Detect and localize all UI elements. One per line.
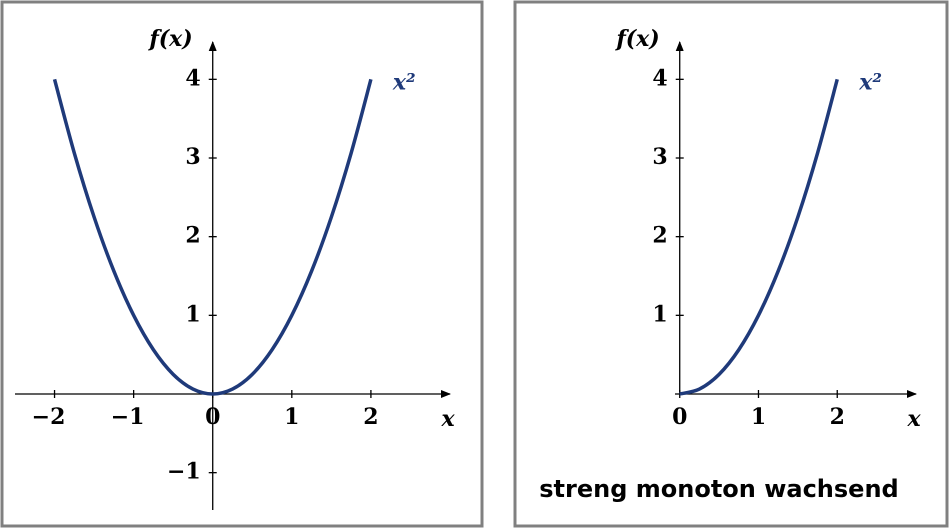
panel-frame [0, 0, 484, 528]
x-axis-label: x [906, 406, 921, 432]
legend-label: x² [392, 69, 416, 95]
y-tick-label: 1 [652, 301, 667, 327]
y-tick-label: 3 [185, 144, 200, 170]
y-tick-label: 1 [185, 301, 200, 327]
y-tick-label: −1 [167, 459, 201, 485]
x-tick-label: 1 [751, 404, 766, 430]
curve [52, 78, 373, 396]
y-tick-label: 3 [652, 144, 667, 170]
y-axis-label: f(x) [614, 26, 659, 52]
y-axis-label: f(x) [147, 26, 192, 52]
curve [679, 78, 839, 396]
panel-frame [513, 0, 949, 528]
legend-label: x² [858, 69, 882, 95]
x-tick-label: 1 [284, 404, 299, 430]
y-tick-label: 2 [185, 223, 200, 249]
y-tick-label: 4 [652, 65, 667, 91]
y-tick-label: 4 [185, 65, 200, 91]
x-tick-label: 0 [205, 404, 220, 430]
x-axis-label: x [440, 406, 455, 432]
x-tick-label: −2 [32, 404, 66, 430]
caption: streng monoton wachsend [539, 475, 898, 503]
x-tick-label: −1 [111, 404, 145, 430]
y-tick-label: 2 [652, 223, 667, 249]
x-tick-label: 0 [672, 404, 687, 430]
x-tick-label: 2 [830, 404, 845, 430]
x-tick-label: 2 [363, 404, 378, 430]
